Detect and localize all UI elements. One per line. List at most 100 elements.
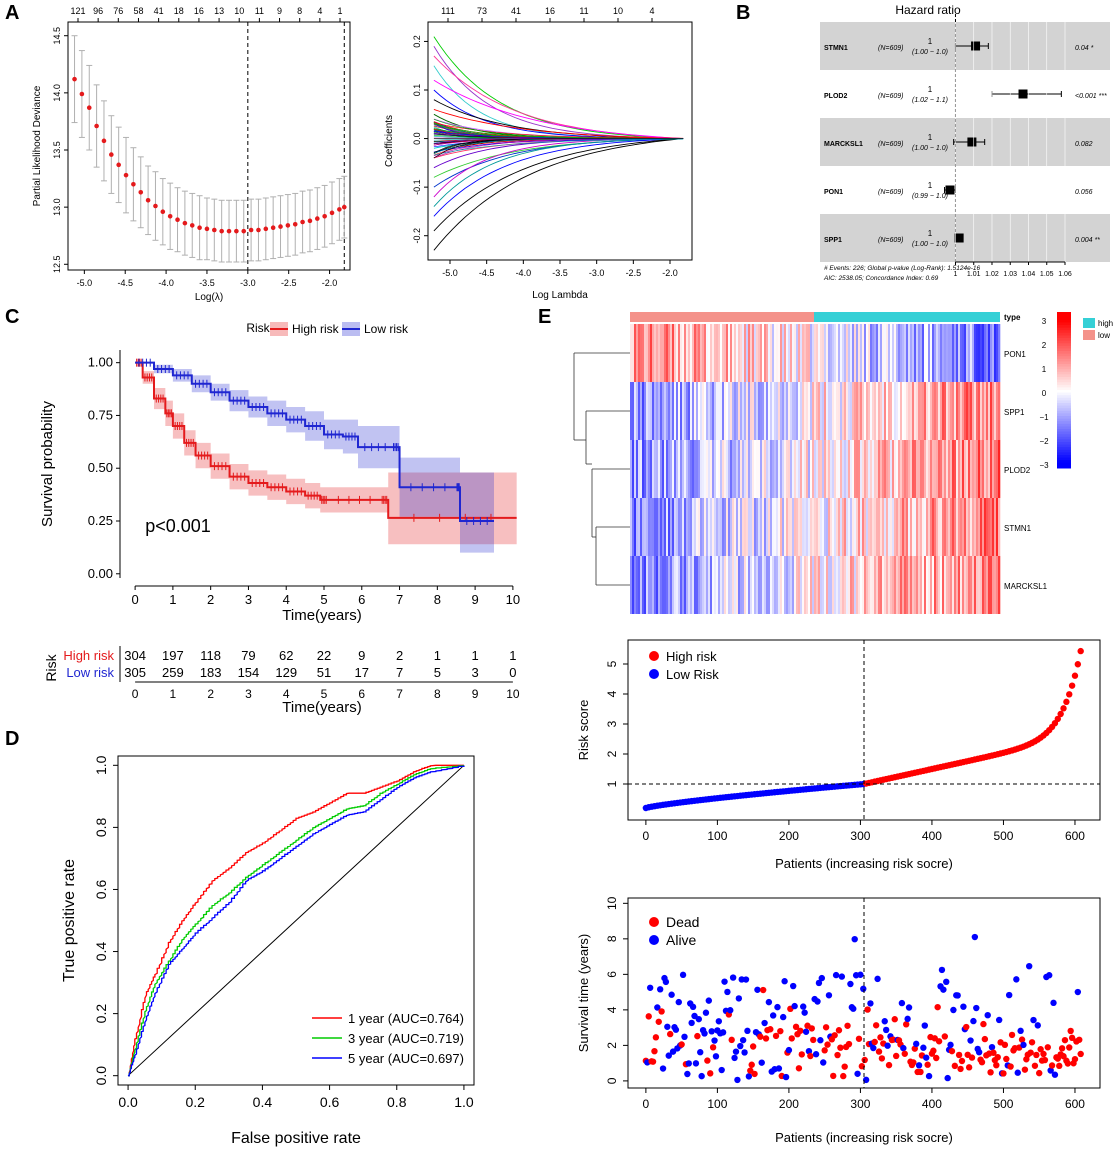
heatmap-cell (792, 382, 795, 440)
heatmap-cell (714, 324, 717, 382)
heatmap-cell (916, 556, 919, 614)
heatmap-cell (732, 382, 735, 440)
heatmap-cell (772, 324, 775, 382)
heatmap-cell (968, 440, 971, 498)
survival-point (739, 1036, 747, 1044)
heatmap-cell (794, 324, 797, 382)
heatmap-cell (774, 382, 777, 440)
cv-point (153, 203, 158, 209)
heatmap-cell (990, 324, 993, 382)
risk-x-tick: 5 (321, 687, 328, 701)
survival-point (775, 1065, 783, 1072)
heatmap-cell (686, 382, 689, 440)
risk-point (1071, 672, 1079, 679)
heatmap-cell (948, 382, 951, 440)
survival-point (830, 1072, 837, 1080)
heatmap-cell (668, 324, 671, 382)
survival-point (1068, 1034, 1076, 1042)
heatmap-cell (914, 440, 917, 498)
legend-label: 1 year (AUC=0.764) (348, 1011, 464, 1026)
cv-point (248, 227, 254, 233)
heatmap-cell (794, 382, 797, 440)
heatmap-cell (660, 556, 663, 614)
heatmap-cell (704, 382, 707, 440)
heatmap-cell (814, 324, 817, 382)
survival-point (902, 1021, 910, 1028)
heatmap-cell (760, 382, 763, 440)
heatmap-cell (990, 440, 993, 498)
heatmap-cell (658, 382, 661, 440)
heatmap-cell (890, 498, 893, 556)
cv-point (329, 210, 335, 216)
survival-point (837, 1044, 844, 1051)
heatmap-cell (684, 556, 687, 614)
heatmap-cell (922, 440, 925, 498)
heatmap-cell (902, 382, 905, 440)
heatmap-cell (804, 382, 807, 440)
heatmap-cell (656, 556, 659, 614)
colorbar-segment (1057, 317, 1071, 321)
heatmap-cell (678, 556, 681, 614)
heatmap-cell (960, 382, 963, 440)
heatmap-cell (644, 440, 647, 498)
colorbar-segment (1057, 465, 1071, 469)
heatmap-cell (840, 498, 843, 556)
heatmap-cell (798, 440, 801, 498)
heatmap-cell (762, 382, 765, 440)
hazard-ci: (1.00 − 1.0) (912, 241, 948, 248)
heatmap-cell (776, 324, 779, 382)
heatmap-cell (770, 498, 773, 556)
heatmap-cell (644, 498, 647, 556)
heatmap-cell (968, 324, 971, 382)
heatmap-cell (818, 324, 821, 382)
x-tick-label: 0 (643, 829, 650, 843)
heatmap-cell (716, 556, 719, 614)
heatmap-cell (964, 382, 967, 440)
colorbar-segment (1057, 397, 1071, 401)
heatmap-cell (904, 498, 907, 556)
heatmap-cell (852, 382, 855, 440)
heatmap-cell (890, 324, 893, 382)
heatmap-cell (874, 382, 877, 440)
survival-point (874, 975, 881, 983)
heatmap-cell (994, 440, 997, 498)
legend-label: Dead (666, 914, 699, 930)
heatmap-cell (672, 556, 675, 614)
heatmap-cell (736, 556, 739, 614)
hazard-point (954, 233, 964, 243)
hazard-ci: (1.02 − 1.1) (912, 97, 948, 104)
heatmap-cell (814, 382, 817, 440)
y-tick-label: 2 (605, 750, 619, 757)
heatmap-cell (764, 324, 767, 382)
heatmap-cell (630, 556, 633, 614)
heatmap-cell (710, 498, 713, 556)
risk-x-tick: 7 (396, 687, 403, 701)
top-tick-label: 41 (154, 6, 164, 16)
heatmap-cell (996, 382, 999, 440)
top-tick-label: 96 (93, 6, 103, 16)
heatmap-cell (970, 324, 973, 382)
heatmap-cell (728, 382, 731, 440)
heatmap-cell (822, 440, 825, 498)
survival-point (715, 1018, 723, 1025)
heatmap-cell (714, 556, 717, 614)
risk-point (1063, 698, 1070, 706)
heatmap-cell (832, 556, 835, 614)
colorbar-segment (1057, 436, 1071, 440)
heatmap-cell (794, 556, 797, 614)
heatmap-cell (636, 440, 639, 498)
risk-count: 197 (162, 648, 184, 663)
heatmap-cell (832, 440, 835, 498)
heatmap-cell (774, 324, 777, 382)
heatmap-cell (630, 498, 633, 556)
colorbar-segment (1057, 405, 1071, 409)
cv-point (123, 172, 129, 178)
heatmap-cell (658, 324, 661, 382)
heatmap-cell (930, 440, 933, 498)
heatmap-cell (758, 440, 761, 498)
survival-point (884, 1042, 891, 1049)
p-value: 0.056 (1075, 189, 1093, 196)
x-tick-label: 1.02 (985, 271, 999, 278)
forest-footer: AIC: 2538.05; Concordance Index: 0.69 (823, 275, 939, 282)
heatmap-cell (952, 556, 955, 614)
